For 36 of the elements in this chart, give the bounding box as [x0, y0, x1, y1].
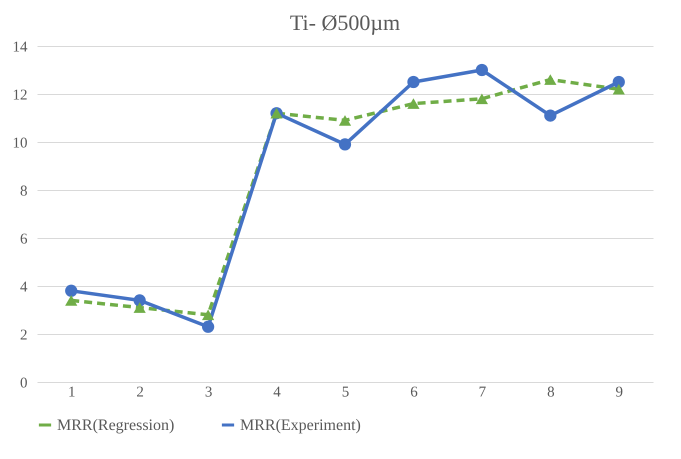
point [338, 115, 352, 126]
point [544, 74, 556, 85]
legend-label: MRR(Experiment) [240, 417, 361, 434]
point [476, 64, 488, 76]
y-tick-label: 2 [20, 328, 28, 344]
y-tick-label: 4 [20, 280, 28, 296]
point [202, 320, 214, 333]
y-tick-label: 6 [20, 232, 28, 248]
x-tick-label: 5 [342, 384, 350, 400]
point [202, 309, 214, 320]
point [612, 84, 625, 95]
point [134, 294, 146, 307]
point [407, 98, 420, 109]
point [612, 76, 625, 88]
x-tick-label: 7 [478, 384, 487, 400]
point [407, 76, 420, 88]
x-tick-label: 2 [136, 384, 144, 400]
point [476, 93, 488, 104]
x-tick-label: 8 [547, 384, 555, 400]
y-tick-label: 0 [20, 376, 28, 392]
point [544, 109, 556, 122]
point [134, 302, 146, 313]
y-tick-label: 10 [12, 136, 28, 152]
x-tick-label: 1 [68, 384, 76, 400]
x-tick-label: 4 [273, 384, 282, 400]
point [338, 138, 352, 151]
y-tick-label: 14 [12, 40, 28, 56]
y-tick-label: 12 [12, 88, 28, 104]
x-tick-label: 9 [616, 384, 624, 400]
x-tick-label: 3 [204, 384, 212, 400]
legend-label: MRR(Regression) [57, 417, 174, 434]
y-tick-label: 8 [20, 184, 28, 200]
x-tick-label: 6 [410, 384, 418, 400]
chart-title: Ti- Ø500µm [290, 10, 400, 35]
point [65, 295, 78, 306]
point [65, 284, 78, 297]
